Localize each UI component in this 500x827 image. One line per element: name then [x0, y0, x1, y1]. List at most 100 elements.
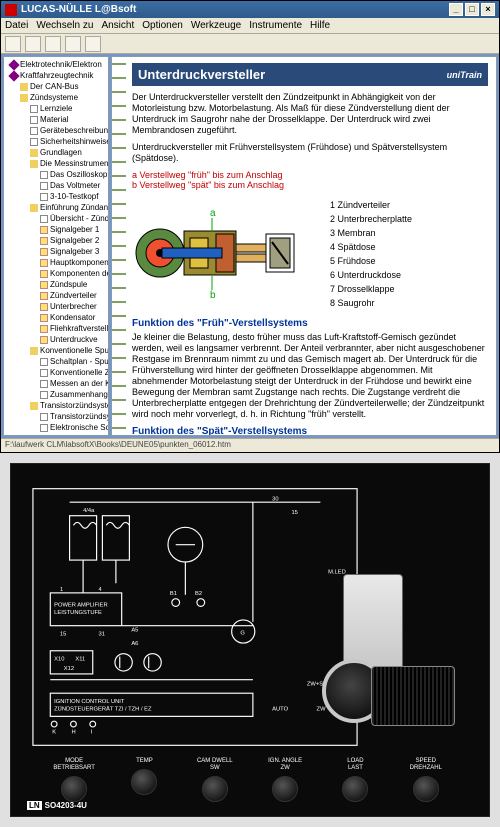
folder-icon	[30, 149, 38, 157]
tree-item[interactable]: Kraftfahrzeugtechnik	[4, 70, 108, 81]
knob-label: LOAD LAST	[347, 758, 363, 772]
minimize-button[interactable]: _	[449, 3, 463, 16]
tree-item[interactable]: 3-10-Testkopf	[4, 191, 108, 202]
tree-item[interactable]: Signalgeber 1	[4, 224, 108, 235]
menubar: Datei Wechseln zu Ansicht Optionen Werkz…	[1, 18, 499, 34]
tree-item[interactable]: Konventionelle Spuler	[4, 345, 108, 356]
rotary-knob[interactable]	[61, 776, 87, 802]
model-number: SO4203-4U	[45, 801, 87, 810]
menu-wechseln[interactable]: Wechseln zu	[36, 20, 93, 31]
tree-item[interactable]: Fliehkraftverstell	[4, 323, 108, 334]
tree-item[interactable]: Das Oszilloskop	[4, 169, 108, 180]
tree-item[interactable]: Zusammenhang z	[4, 389, 108, 400]
menu-hilfe[interactable]: Hilfe	[310, 20, 330, 31]
tree-item[interactable]: Transistorzündsys	[4, 433, 108, 436]
statusbar: F:\laufwerk CLM\labsoftX\Books\DEUNE05\p…	[1, 438, 499, 452]
svg-text:AUTO: AUTO	[272, 707, 288, 713]
tree-item[interactable]: Material	[4, 114, 108, 125]
folder-icon	[30, 160, 38, 168]
menu-optionen[interactable]: Optionen	[142, 20, 183, 31]
pagey-icon	[40, 248, 48, 256]
tree-item[interactable]: Signalgeber 3	[4, 246, 108, 257]
tool-save-icon[interactable]	[25, 36, 41, 52]
tree-item-label: Einführung Zündanlag	[40, 202, 109, 213]
tree-item[interactable]: Die Messinstrumente	[4, 158, 108, 169]
tree-item[interactable]: Elektrotechnik/Elektron	[4, 59, 108, 70]
knob-label: TEMP	[136, 758, 153, 765]
tree-item[interactable]: Der CAN-Bus	[4, 81, 108, 92]
tool-back-icon[interactable]	[45, 36, 61, 52]
knob-column: CAM DWELL SW	[185, 758, 245, 802]
tree-item[interactable]: Einführung Zündanlag	[4, 202, 108, 213]
svg-text:X11: X11	[75, 656, 85, 662]
menu-ansicht[interactable]: Ansicht	[101, 20, 134, 31]
tree-item[interactable]: Zündsysteme	[4, 92, 108, 103]
section2-title: Funktion des "Spät"-Verstellsystems	[132, 426, 488, 435]
tree-item[interactable]: Übersicht - Zünds	[4, 213, 108, 224]
svg-text:I: I	[91, 730, 93, 736]
tree-item-label: Transistorzündsys	[50, 433, 109, 436]
svg-text:X10: X10	[54, 656, 64, 662]
tree-item-label: Zündsysteme	[30, 92, 78, 103]
hardware-model: LNSO4203-4U	[27, 801, 87, 810]
tree-item[interactable]: Schaltplan - Spule	[4, 356, 108, 367]
svg-text:POWER AMPLIFIER: POWER AMPLIFIER	[54, 602, 108, 608]
tree-item-label: Kondensator	[50, 312, 95, 323]
tree-item[interactable]: Transistorzündsys	[4, 411, 108, 422]
app-icon	[5, 4, 17, 16]
tree-item[interactable]: Grundlagen	[4, 147, 108, 158]
tool-print-icon[interactable]	[85, 36, 101, 52]
page-icon	[40, 182, 48, 190]
close-button[interactable]: ×	[481, 3, 495, 16]
tree-item[interactable]: Zündspule	[4, 279, 108, 290]
tree-item-label: Transistorzündsys	[50, 411, 109, 422]
tree-item[interactable]: Hauptkomponente	[4, 257, 108, 268]
rotary-knob[interactable]	[131, 769, 157, 795]
page-icon	[40, 391, 48, 399]
tool-open-icon[interactable]	[5, 36, 21, 52]
rotary-knob[interactable]	[342, 776, 368, 802]
knob-label: IGN. ANGLE ZW	[268, 758, 302, 772]
rotary-knob[interactable]	[413, 776, 439, 802]
tree-item-label: Kraftfahrzeugtechnik	[20, 70, 93, 81]
tree-item[interactable]: Zündverteiler	[4, 290, 108, 301]
diagram-row: a b 1 Zündverteiler2 Unterbrecherplatte3…	[132, 198, 488, 310]
tree-item-label: Unterdruckve	[50, 334, 98, 345]
folder-icon	[20, 83, 28, 91]
menu-datei[interactable]: Datei	[5, 20, 28, 31]
tree-item[interactable]: Sicherheitshinweise	[4, 136, 108, 147]
tree-item[interactable]: Das Voltmeter	[4, 180, 108, 191]
tree-item-label: Der CAN-Bus	[30, 81, 78, 92]
tree-item[interactable]: Messen an der KZ	[4, 378, 108, 389]
tree-item-label: Zündverteiler	[50, 290, 97, 301]
tool-forward-icon[interactable]	[65, 36, 81, 52]
knob-column: MODE BETRIEBSART	[44, 758, 104, 802]
tree-item[interactable]: Gerätebeschreibung	[4, 125, 108, 136]
tree-item[interactable]: Kondensator	[4, 312, 108, 323]
svg-text:ZW: ZW	[317, 707, 327, 713]
window-buttons: _ □ ×	[449, 3, 495, 16]
tree-item[interactable]: Unterdruckve	[4, 334, 108, 345]
tree-item[interactable]: Unterbrecher	[4, 301, 108, 312]
tree-item[interactable]: Konventionelle Zü	[4, 367, 108, 378]
svg-text:1: 1	[60, 587, 63, 593]
tree-item-label: Fliehkraftverstell	[50, 323, 108, 334]
maximize-button[interactable]: □	[465, 3, 479, 16]
tree-item[interactable]: Signalgeber 2	[4, 235, 108, 246]
app-title: LUCAS-NÜLLE L@Bsoft	[21, 4, 136, 15]
rotary-knob[interactable]	[272, 776, 298, 802]
rotary-knob[interactable]	[202, 776, 228, 802]
menu-instrumente[interactable]: Instrumente	[249, 20, 302, 31]
nav-tree[interactable]: Elektrotechnik/ElektronKraftfahrzeugtech…	[3, 56, 109, 436]
tree-item[interactable]: Komponenten des Z	[4, 268, 108, 279]
tree-item[interactable]: Transistorzündsystem	[4, 400, 108, 411]
tree-item[interactable]: Elektronische Scha	[4, 422, 108, 433]
page-icon	[30, 105, 38, 113]
tree-item[interactable]: Lernziele	[4, 103, 108, 114]
intro2-paragraph: Unterdruckversteller mit Frühverstellsys…	[132, 142, 488, 164]
toolbar	[1, 34, 499, 54]
menu-werkzeuge[interactable]: Werkzeuge	[191, 20, 241, 31]
page-icon	[40, 435, 48, 437]
tree-item-label: 3-10-Testkopf	[50, 191, 98, 202]
svg-text:G: G	[240, 630, 245, 636]
